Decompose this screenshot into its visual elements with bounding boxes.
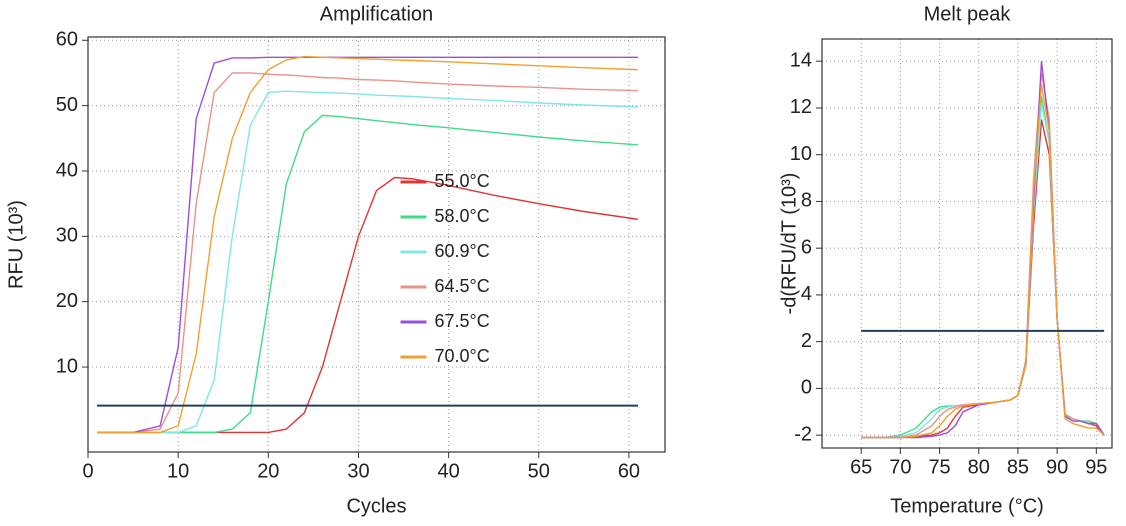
- y-tick-label: 8: [801, 190, 812, 212]
- data-line: [861, 61, 1105, 439]
- data-line: [97, 72, 639, 434]
- plot-frame: [821, 38, 1113, 449]
- y-tick-label: 6: [801, 236, 812, 258]
- x-axis-label: Cycles: [346, 495, 406, 517]
- x-axis-label: Temperature (°C): [890, 495, 1044, 517]
- data-line: [97, 90, 639, 434]
- y-tick-label: 10: [790, 143, 812, 165]
- y-tick-label: -2: [794, 423, 812, 445]
- x-tick-label: 50: [528, 460, 550, 482]
- x-tick-label: 30: [347, 460, 369, 482]
- x-tick-label: 85: [1007, 456, 1029, 478]
- plot: Amplification Cycles RFU (10³) 0 10 20 30 40 50 6…: [5, 3, 666, 517]
- plot: Melt peak Temperature (°C) -d(RFU/dT (10³)…: [778, 3, 1113, 517]
- x-tick-label: 20: [257, 460, 279, 482]
- y-tick-label: 10: [56, 355, 78, 377]
- y-tick-label: 2: [801, 330, 812, 352]
- plot-frame: [87, 36, 666, 453]
- y-axis-label: -d(RFU/dT (10³): [778, 173, 800, 315]
- data-line: [861, 119, 1105, 439]
- x-tick-label: 75: [928, 456, 950, 478]
- chart-title: Melt peak: [924, 3, 1012, 25]
- y-axis-label: RFU (10³): [5, 200, 27, 289]
- x-tick-label: 10: [167, 460, 189, 482]
- y-tick-label: 14: [790, 49, 812, 71]
- data-line: [97, 114, 639, 434]
- legend-label: 67.5°C: [435, 311, 490, 331]
- data-line: [861, 84, 1105, 439]
- legend-label: 70.0°C: [435, 346, 490, 366]
- legend-label: 55.0°C: [435, 171, 490, 191]
- y-tick-label: 0: [801, 377, 812, 399]
- x-tick-label: 60: [618, 460, 640, 482]
- y-tick-label: 4: [801, 283, 812, 305]
- x-tick-label: 80: [968, 456, 990, 478]
- y-tick-label: 60: [56, 29, 78, 51]
- y-tick-label: 20: [56, 290, 78, 312]
- x-tick-label: 0: [82, 460, 93, 482]
- legend-label: 60.9°C: [435, 241, 490, 261]
- x-tick-label: 90: [1046, 456, 1068, 478]
- legend-label: 58.0°C: [435, 206, 490, 226]
- x-tick-label: 40: [438, 460, 460, 482]
- data-line: [861, 96, 1105, 439]
- x-tick-label: 95: [1085, 456, 1107, 478]
- chart-title: Amplification: [320, 3, 433, 25]
- y-tick-label: 30: [56, 225, 78, 247]
- y-tick-label: 50: [56, 94, 78, 116]
- y-tick-label: 40: [56, 159, 78, 181]
- legend-label: 64.5°C: [435, 276, 490, 296]
- y-tick-label: 12: [790, 96, 812, 118]
- data-line: [97, 55, 639, 434]
- x-tick-label: 70: [889, 456, 911, 478]
- x-tick-label: 65: [850, 456, 872, 478]
- legend: 55.0°C 58.0°C 60.9°C 64.5°C 67.5°C 70.0°C: [400, 171, 490, 366]
- data-line: [861, 103, 1105, 439]
- data-line: [861, 72, 1105, 439]
